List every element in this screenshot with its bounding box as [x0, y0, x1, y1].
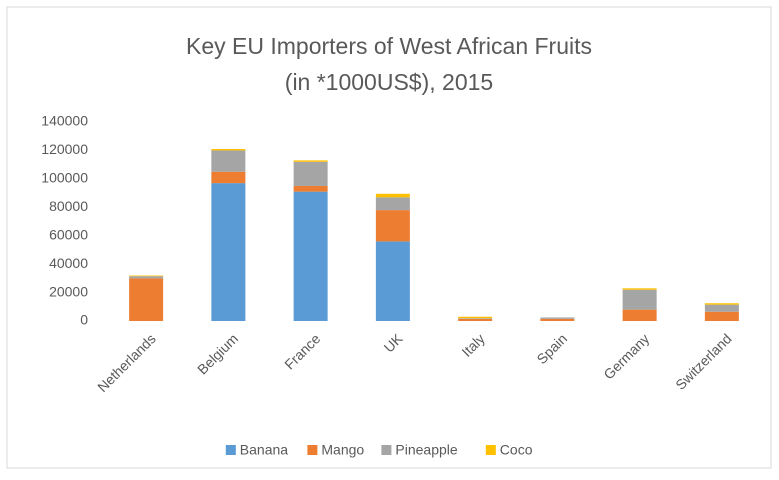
bar-segment — [293, 161, 328, 186]
bar-segment — [622, 309, 657, 321]
bar-segment — [375, 193, 410, 198]
bar-segment — [704, 304, 739, 312]
bar-segment — [211, 149, 246, 151]
y-tick-label: 80000 — [49, 198, 88, 214]
legend-swatch — [225, 445, 236, 455]
y-tick-label: 120000 — [41, 141, 88, 157]
bar-segment — [704, 311, 739, 321]
y-tick-label: 140000 — [41, 113, 88, 129]
legend-label: Coco — [500, 442, 533, 458]
bar-segment — [129, 278, 164, 321]
y-tick-label: 0 — [80, 312, 88, 328]
bar-segment — [375, 197, 410, 211]
bar-segment — [704, 303, 739, 305]
bar-segment — [293, 160, 328, 162]
y-tick-label: 40000 — [49, 255, 88, 271]
bar-segment — [375, 241, 410, 321]
bar-segment — [129, 276, 164, 279]
bar-segment — [211, 183, 246, 321]
bar-segment — [293, 185, 328, 192]
legend-label: Banana — [240, 442, 288, 458]
legend-swatch — [485, 445, 496, 455]
bar-segment — [540, 317, 575, 319]
bar-segment — [293, 191, 328, 321]
bar-segment — [458, 318, 493, 319]
bar-segment — [211, 150, 246, 172]
bar-segment — [129, 275, 164, 277]
bar-segment — [458, 316, 493, 319]
chart-title: Key EU Importers of West African Fruits — [186, 33, 592, 59]
legend-label: Mango — [321, 442, 364, 458]
chart-title: (in *1000US$), 2015 — [285, 69, 493, 95]
bar-segment — [375, 210, 410, 242]
bar-segment — [622, 289, 657, 310]
bar-segment — [622, 288, 657, 290]
y-tick-label: 100000 — [41, 170, 88, 186]
legend-label: Pineapple — [395, 442, 457, 458]
bar-segment — [540, 318, 575, 321]
legend-swatch — [381, 445, 392, 455]
legend-swatch — [307, 445, 318, 455]
bar-segment — [211, 171, 246, 184]
bar-segment — [458, 318, 493, 321]
y-tick-label: 20000 — [49, 283, 88, 299]
y-tick-label: 60000 — [49, 226, 88, 242]
